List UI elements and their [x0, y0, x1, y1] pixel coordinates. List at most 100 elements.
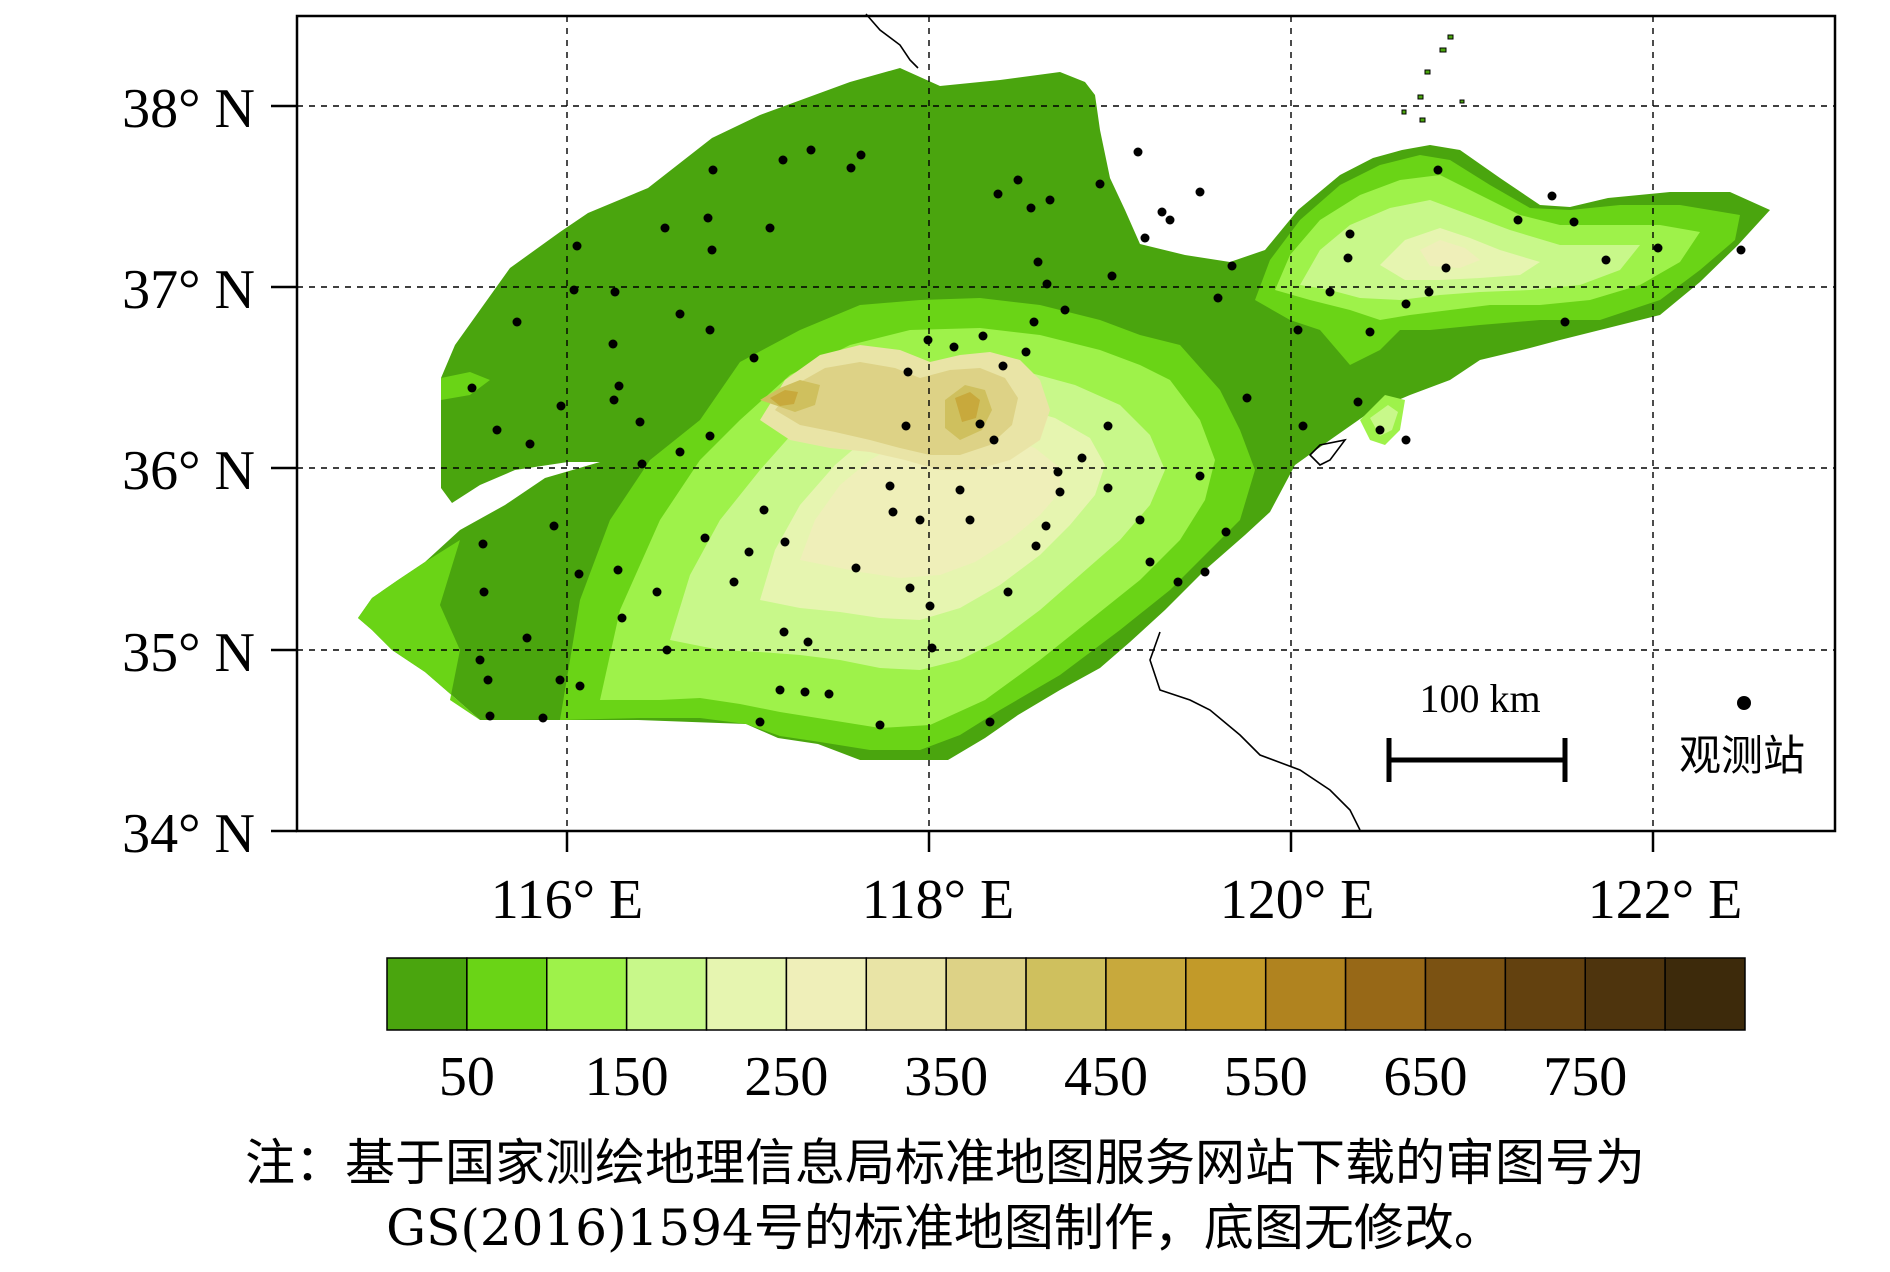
- station-marker: [875, 720, 885, 730]
- lon-label: 116° E: [491, 869, 644, 931]
- station-marker: [1401, 299, 1411, 309]
- island: [1424, 69, 1431, 75]
- station-marker: [1736, 245, 1746, 255]
- station-marker: [1026, 203, 1036, 213]
- station-marker: [610, 287, 620, 297]
- station-marker: [1077, 453, 1087, 463]
- station-marker: [569, 285, 579, 295]
- island: [1401, 109, 1407, 115]
- station-marker: [1433, 165, 1443, 175]
- station-marker: [705, 431, 715, 441]
- island: [1447, 34, 1454, 40]
- station-marker: [478, 539, 488, 549]
- station-marker: [479, 587, 489, 597]
- bay-coast: [1308, 438, 1347, 466]
- colorbar-tick-label: 50: [439, 1046, 495, 1108]
- station-marker: [803, 637, 813, 647]
- station-marker: [1060, 305, 1070, 315]
- station-marker: [1200, 567, 1210, 577]
- station-marker: [675, 447, 685, 457]
- station-marker: [1145, 557, 1155, 567]
- station-marker: [1031, 541, 1041, 551]
- station-marker: [780, 537, 790, 547]
- station-marker: [705, 325, 715, 335]
- station-marker: [903, 367, 913, 377]
- colorbar-segment: [945, 957, 1027, 1031]
- station-marker: [700, 533, 710, 543]
- station-marker: [759, 505, 769, 515]
- island: [1439, 47, 1447, 53]
- island: [1459, 99, 1465, 104]
- station-marker: [1042, 279, 1052, 289]
- note-line-1: 注：基于国家测绘地理信息局标准地图服务网站下载的审图号为: [245, 1134, 1645, 1192]
- station-marker: [927, 643, 937, 653]
- colorbar-segment: [1424, 957, 1507, 1031]
- legend-station-dot: [1737, 696, 1751, 710]
- station-marker: [998, 361, 1008, 371]
- colorbar-segment: [1264, 957, 1347, 1031]
- colorbar: [386, 957, 1746, 1031]
- colorbar-tick-label: 250: [744, 1046, 828, 1108]
- station-marker: [888, 507, 898, 517]
- station-marker: [637, 459, 647, 469]
- station-marker: [522, 633, 532, 643]
- colorbar-segment: [1344, 957, 1427, 1031]
- map-frame: [295, 14, 1837, 833]
- station-marker: [467, 383, 477, 393]
- colorbar-segment: [386, 957, 468, 1031]
- station-marker: [1003, 587, 1013, 597]
- colorbar-segment: [1664, 957, 1746, 1031]
- station-marker: [824, 689, 834, 699]
- station-marker: [703, 213, 713, 223]
- colorbar-tick-label: 350: [904, 1046, 988, 1108]
- island: [1417, 94, 1424, 100]
- station-marker: [901, 421, 911, 431]
- station-marker: [1103, 421, 1113, 431]
- colorbar-segment: [546, 957, 628, 1031]
- station-marker: [851, 563, 861, 573]
- station-marker: [1293, 325, 1303, 335]
- lat-label: 38° N: [122, 78, 255, 140]
- station-marker: [662, 645, 672, 655]
- lat-label: 36° N: [122, 440, 255, 502]
- graticule: [297, 16, 1835, 831]
- station-marker: [635, 417, 645, 427]
- station-marker: [1569, 217, 1579, 227]
- station-marker: [1041, 521, 1051, 531]
- station-marker: [475, 655, 485, 665]
- scale-bar: [1386, 738, 1568, 782]
- station-marker: [978, 331, 988, 341]
- station-marker: [1165, 215, 1175, 225]
- station-marker: [1135, 515, 1145, 525]
- station-marker: [1045, 195, 1055, 205]
- station-marker: [549, 521, 559, 531]
- station-marker: [1424, 287, 1434, 297]
- legend-station-label: 观测站: [1679, 731, 1805, 780]
- north-boundary-line: [865, 13, 919, 69]
- colorbar-segment: [1584, 957, 1666, 1031]
- colorbar-tick-label: 750: [1543, 1046, 1627, 1108]
- colorbar-segment: [1504, 957, 1586, 1031]
- colorbar-segment: [466, 957, 548, 1031]
- station-marker: [708, 165, 718, 175]
- station-marker: [1013, 175, 1023, 185]
- station-marker: [1021, 347, 1031, 357]
- station-marker: [923, 335, 933, 345]
- station-marker: [915, 515, 925, 525]
- station-marker: [1055, 487, 1065, 497]
- observation-stations: [467, 145, 1746, 730]
- colorbar-segment: [625, 957, 708, 1031]
- station-marker: [608, 339, 618, 349]
- station-marker: [492, 425, 502, 435]
- station-marker: [955, 485, 965, 495]
- station-marker: [749, 353, 759, 363]
- station-marker: [729, 577, 739, 587]
- colorbar-segment: [1105, 957, 1187, 1031]
- note-line-2: GS(2016)1594号的标准地图制作，底图无修改。: [386, 1199, 1504, 1257]
- station-marker: [993, 189, 1003, 199]
- station-marker: [1157, 207, 1167, 217]
- station-marker: [1133, 147, 1143, 157]
- lon-label: 118° E: [862, 869, 1015, 931]
- station-marker: [1221, 527, 1231, 537]
